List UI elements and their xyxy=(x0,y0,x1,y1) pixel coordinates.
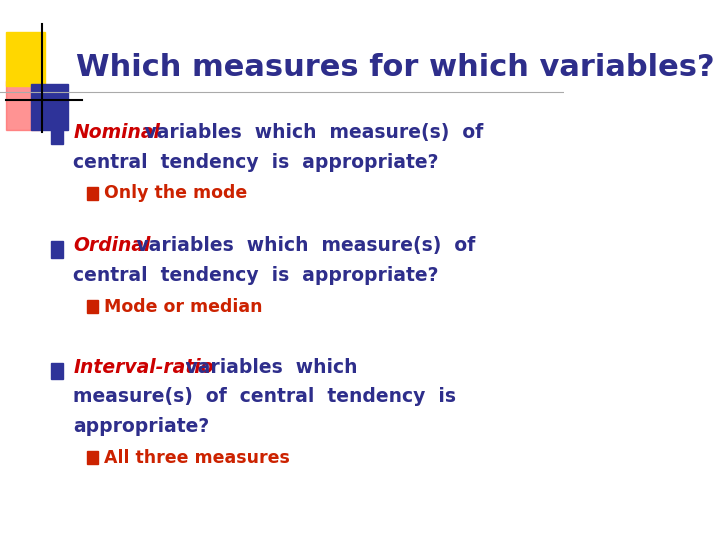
Text: central  tendency  is  appropriate?: central tendency is appropriate? xyxy=(73,266,438,285)
Text: variables  which: variables which xyxy=(179,357,358,377)
Bar xyxy=(31,84,68,130)
Text: Which measures for which variables?: Which measures for which variables? xyxy=(76,53,715,82)
Bar xyxy=(51,241,63,258)
Bar xyxy=(87,300,98,313)
Text: Only the mode: Only the mode xyxy=(104,184,248,202)
Bar xyxy=(87,187,98,200)
Bar xyxy=(6,32,45,86)
Text: Interval-ratio: Interval-ratio xyxy=(73,357,214,377)
Text: variables  which  measure(s)  of: variables which measure(s) of xyxy=(130,236,475,255)
Bar xyxy=(6,81,40,130)
Text: Mode or median: Mode or median xyxy=(104,298,263,316)
Bar xyxy=(51,363,63,379)
Text: Ordinal: Ordinal xyxy=(73,236,150,255)
Text: Nominal: Nominal xyxy=(73,123,161,142)
Text: appropriate?: appropriate? xyxy=(73,417,210,436)
Bar xyxy=(87,451,98,464)
Text: All three measures: All three measures xyxy=(104,449,290,467)
Text: central  tendency  is  appropriate?: central tendency is appropriate? xyxy=(73,152,438,172)
Text: measure(s)  of  central  tendency  is: measure(s) of central tendency is xyxy=(73,387,456,407)
Bar xyxy=(51,128,63,144)
Text: variables  which  measure(s)  of: variables which measure(s) of xyxy=(138,123,483,142)
